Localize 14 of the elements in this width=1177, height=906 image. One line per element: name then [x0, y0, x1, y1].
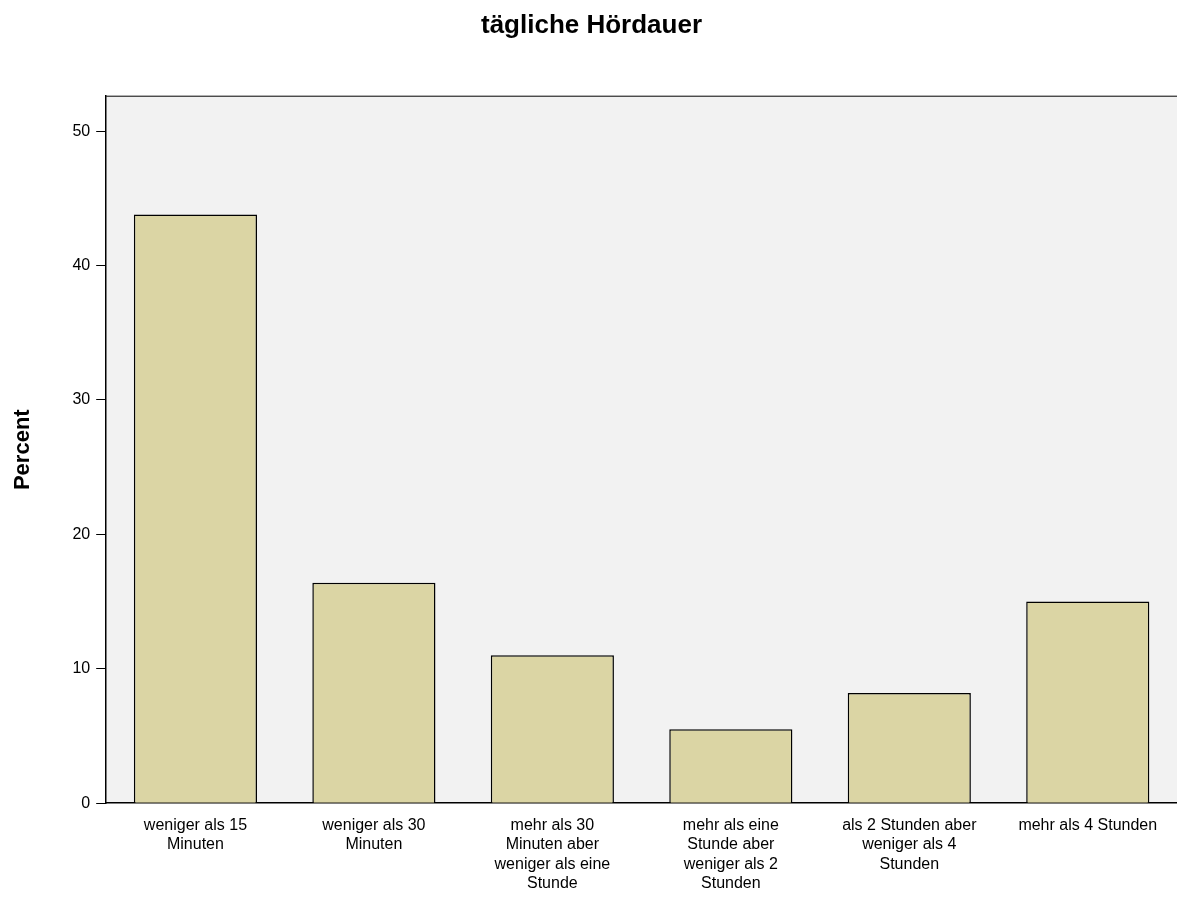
x-tick-label: mehr als 30 Minuten aber weniger als eine Stunde [493, 816, 611, 891]
chart-title: tägliche Hördauer [480, 8, 703, 39]
x-tick-label: als 2 Stunden aber weniger als 4 Stunden [842, 816, 978, 872]
x-tick-label: mehr als 4 Stunden [1018, 816, 1158, 834]
x-tick-label: weniger als 30 Minuten [321, 816, 426, 853]
x-tick-label: mehr als eine Stunde aber weniger als 2 Stunden [682, 816, 779, 891]
y-tick-label: 0 [81, 793, 91, 811]
y-tick-label: 50 [72, 121, 91, 139]
y-tick-label: 30 [72, 390, 91, 408]
y-tick-label: 20 [72, 524, 91, 542]
y-axis-title: Percent [9, 408, 35, 491]
x-tick-label: weniger als 15 Minuten [142, 816, 248, 853]
y-tick-label: 10 [72, 659, 91, 677]
y-tick-label: 40 [72, 255, 91, 273]
